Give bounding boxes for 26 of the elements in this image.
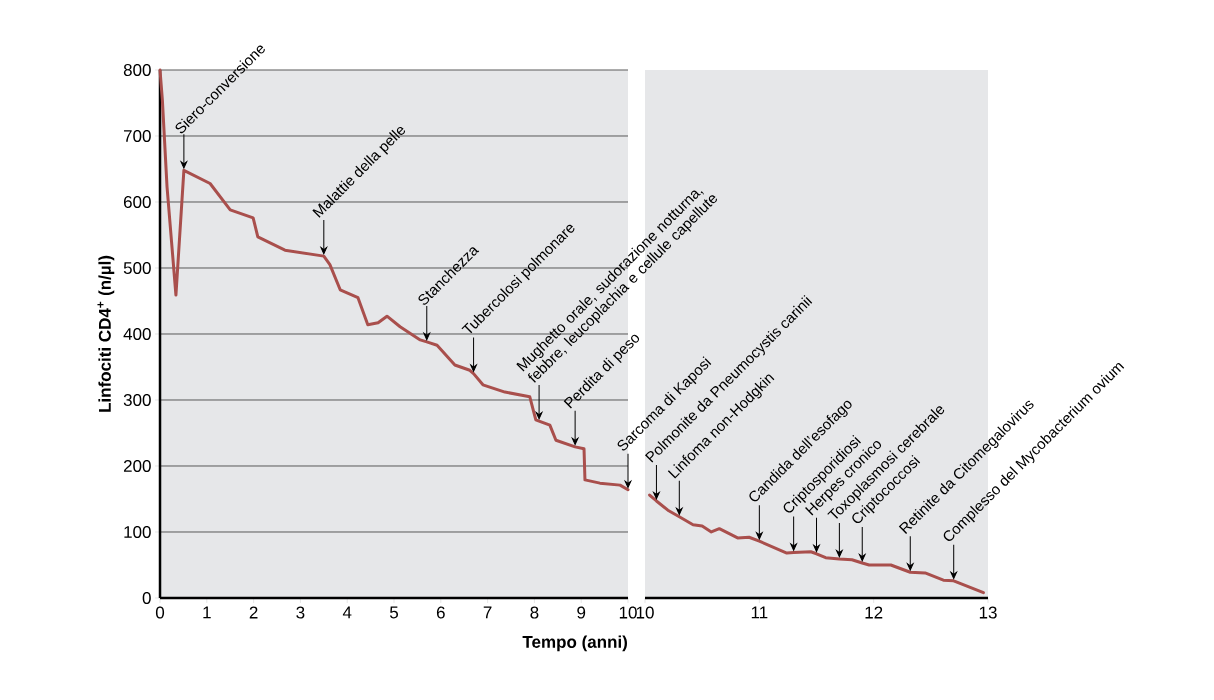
x-tick-label: 1 (203, 606, 211, 619)
y-tick-label: 700 (123, 129, 151, 143)
y-tick-label: 800 (123, 63, 151, 77)
x-tick-label: 4 (342, 606, 352, 619)
y-tick-label: 200 (123, 459, 151, 473)
y-tick-label: 600 (123, 195, 151, 209)
y-tick-label: 100 (124, 525, 151, 539)
x-tick-label: 10 (619, 606, 637, 619)
y-tick-label: 300 (123, 393, 151, 407)
x-tick-label: 0 (155, 606, 165, 619)
x-tick-label: 9 (577, 606, 586, 619)
x-tick-label: 11 (751, 606, 768, 619)
x-tick-label: 6 (436, 606, 445, 619)
x-axis-title: Tempo (anni) (522, 635, 627, 652)
x-tick-label: 8 (530, 606, 539, 619)
x-tick-label: 7 (483, 606, 492, 619)
y-tick-label: 400 (123, 327, 151, 341)
y-axis-title: Linfociti CD4$^{+}$ (n/µl) (97, 255, 115, 412)
x-tick-label: 5 (389, 606, 399, 619)
y-tick-label: 0 (142, 591, 151, 605)
x-tick-label: 10 (636, 606, 654, 619)
y-tick-label: 500 (123, 261, 151, 275)
x-tick-label: 2 (249, 606, 258, 619)
x-tick-label: 13 (979, 606, 997, 619)
x-tick-label: 12 (865, 606, 883, 619)
x-tick-label: 3 (296, 606, 305, 619)
